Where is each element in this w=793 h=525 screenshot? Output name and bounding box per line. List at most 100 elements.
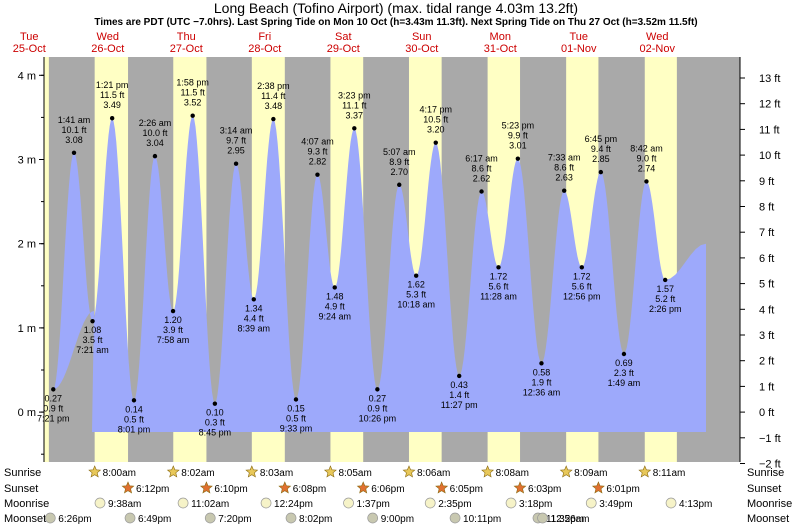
sunrise-time: 8:00am (103, 468, 136, 479)
tide-label-height_ft: 0.5 ft (286, 413, 307, 423)
moonrise-time: 12:24pm (274, 499, 313, 510)
sunrise-time: 8:02am (181, 468, 214, 479)
tide-label-height_ft: 5.6 ft (572, 281, 593, 291)
tide-label-height_m: 1.72 (490, 271, 508, 281)
sunrise-row-label-right: Sunrise (747, 467, 784, 479)
y-right-tick-label: 3 ft (759, 330, 774, 342)
tide-label-height_m: 0.43 (450, 380, 468, 390)
tide-label-height_m: 1.08 (84, 325, 102, 335)
sunset-row-label-right: Sunset (747, 483, 781, 495)
tide-label-height_m: 0.58 (533, 367, 551, 377)
tide-label-height_m: 3.52 (184, 98, 202, 108)
tide-point (71, 150, 77, 155)
tide-label-height_m: 1.48 (326, 291, 344, 301)
moonset-icon (449, 512, 461, 524)
sunset-time: 6:08pm (293, 484, 326, 495)
tide-label-height_m: 3.49 (103, 100, 121, 110)
tide-label-time: 10:26 pm (359, 413, 397, 423)
tide-point (413, 273, 419, 278)
tide-label-height_m: 2.62 (473, 173, 491, 183)
moonset-row-label-right: Moonset (747, 513, 789, 525)
moonrise-icon (505, 497, 517, 509)
sunset-time: 6:01pm (606, 484, 639, 495)
sunrise-time: 8:11am (653, 468, 686, 479)
day-date: 27-Oct (170, 43, 203, 55)
sunrise-time: 8:09am (574, 468, 607, 479)
tide-label-height_m: 1.72 (573, 271, 591, 281)
moonrise-icon (665, 497, 677, 509)
moonset-time: 11:32pm (546, 514, 584, 525)
y-right-tick-label: 0 ft (759, 407, 774, 419)
tide-label-time: 3:14 am (220, 126, 253, 136)
moonrise-time: 1:37pm (357, 499, 390, 510)
moonrise-icon (94, 497, 106, 509)
tide-label-height_m: 3.08 (65, 135, 83, 145)
tide-label-height_m: 0.27 (45, 393, 63, 403)
day-weekday: Mon (490, 31, 511, 43)
moonset-icon (44, 512, 56, 524)
tide-label-time: 1:58 pm (176, 78, 209, 88)
tide-point (515, 156, 521, 161)
tide-label-time: 5:23 pm (502, 121, 535, 131)
tide-label-time: 10:18 am (397, 300, 435, 310)
tide-point (90, 318, 95, 324)
tide-label-height_m: 1.62 (407, 280, 425, 290)
tide-label-height_m: 3.20 (427, 125, 445, 135)
sunset-icon (591, 481, 605, 494)
tide-label-time: 7:33 am (548, 153, 581, 163)
sunset-icon (356, 481, 370, 494)
sunset-icon (513, 481, 527, 494)
tide-label-height_ft: 0.9 ft (367, 403, 388, 413)
tide-point (332, 285, 337, 290)
tide-label-height_ft: 9.3 ft (307, 147, 328, 157)
y-right-tick-label: 4 ft (759, 304, 774, 316)
sunrise-time: 8:06am (417, 468, 450, 479)
day-weekday: Tue (20, 31, 39, 43)
tide-point (375, 387, 380, 392)
tide-point (561, 188, 567, 193)
sunset-time: 6:10pm (214, 484, 247, 495)
sunset-icon (121, 481, 135, 494)
tide-label-height_ft: 11.5 ft (181, 88, 206, 98)
sunrise-icon (559, 465, 573, 478)
tide-point (293, 397, 299, 402)
tide-label-time: 4:17 pm (419, 105, 452, 115)
tide-point (170, 308, 176, 314)
moonrise-icon (585, 497, 597, 509)
day-weekday: Wed (646, 31, 668, 43)
day-date: 26-Oct (91, 43, 124, 55)
y-axis-meters: 0 m 1 m 2 m 3 m 4 m (18, 57, 45, 462)
sunset-time: 6:03pm (528, 484, 561, 495)
sunrise-icon (245, 465, 259, 478)
sunrise-icon (88, 465, 102, 478)
tide-label-time: 6:45 pm (585, 134, 618, 144)
chart-title: Long Beach (Tofino Airport) (max. tidal … (214, 0, 578, 16)
tide-label-height_ft: 4.4 ft (244, 313, 265, 323)
moonrise-icon (343, 497, 354, 509)
moonset-time: 6:49pm (138, 514, 171, 525)
y-right-tick-label: 2 ft (759, 356, 774, 368)
tide-label-height_ft: 9.4 ft (591, 144, 612, 154)
tide-label-height_ft: 11.1 ft (342, 100, 367, 110)
moonset-time: 6:26pm (58, 514, 91, 525)
moonset-time: 10:11pm (463, 514, 501, 525)
moonrise-row-label-left: Moonrise (4, 498, 49, 510)
tide-point (251, 297, 256, 302)
tide-label-height_m: 3.48 (265, 101, 283, 111)
moonset-row-label-left: Moonset (4, 513, 46, 525)
moonrise-icon (424, 497, 436, 509)
day-date: 31-Oct (484, 43, 517, 55)
tide-label-height_ft: 0.5 ft (124, 414, 145, 424)
day-weekday: Sun (412, 31, 432, 43)
tide-label-height_ft: 8.6 ft (472, 163, 493, 173)
tide-label-height_ft: 10.5 ft (423, 115, 449, 125)
tide-label-height_ft: 0.9 ft (43, 403, 64, 413)
moonset-time: 12:56am (551, 514, 590, 525)
moonrise-icon (177, 497, 189, 509)
tide-point (496, 265, 501, 270)
tide-label-height_m: 2.74 (638, 163, 656, 173)
moonrise-time: 3:49pm (599, 499, 632, 510)
y-right-tick-label: −2 ft (759, 459, 781, 471)
tide-point (152, 153, 158, 159)
